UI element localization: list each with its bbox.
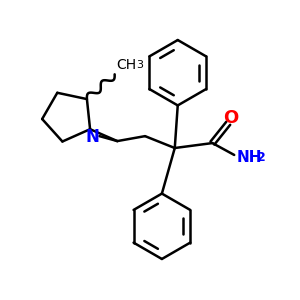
Text: O: O xyxy=(224,109,239,127)
Text: 3: 3 xyxy=(136,60,143,70)
Text: CH: CH xyxy=(117,58,137,72)
Text: NH: NH xyxy=(236,150,262,165)
Text: N: N xyxy=(85,128,99,146)
Text: 2: 2 xyxy=(257,152,266,164)
